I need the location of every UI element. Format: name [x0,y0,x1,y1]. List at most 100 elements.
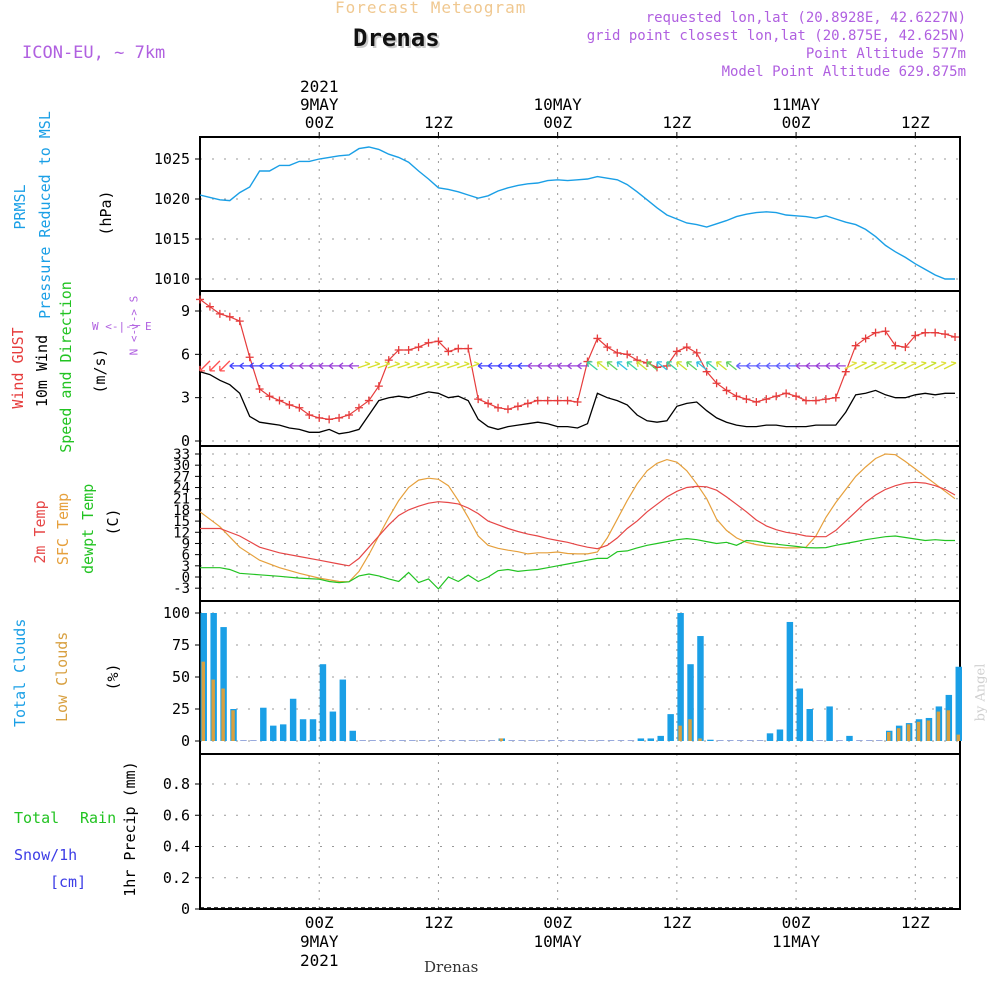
gust-marker [503,405,512,414]
ytick-label: 0 [181,432,190,450]
wind-dir-label: Speed and Direction [57,281,75,453]
wind-direction-arrow [229,362,240,370]
wind-direction-arrow [646,361,658,371]
total-cloud-bar [299,719,307,741]
bottom-time-label: 12Z [662,913,691,932]
wind-direction-arrow [348,362,359,370]
total-cloud-bar [349,730,356,741]
ytick-label: 0 [181,900,190,918]
gust-marker [533,396,542,405]
gust-marker [772,392,781,401]
footer-station: Drenas [424,958,479,976]
wind-direction-arrow [417,361,430,369]
top-time-label: 00Z [305,113,334,132]
dewpt-label: dewpt Temp [79,483,97,574]
wind-direction-arrow [785,362,797,370]
gust-marker [523,399,532,408]
wind-direction-arrow [815,362,826,370]
gust-marker [275,396,284,405]
precip-snow-label: Snow/1h [14,846,78,864]
wind-direction-arrow [537,362,548,370]
ytick-label: 1020 [154,190,190,208]
wind-direction-arrow [199,360,211,372]
ytick-label: 24 [173,481,190,497]
top-time-label: 12Z [662,113,691,132]
gust-marker [255,385,264,393]
total-cloud-bar [279,724,287,741]
ytick-label: 3 [182,559,190,575]
wind-direction-arrow [249,362,260,370]
total-cloud-bar [776,729,784,741]
bottom-time-label: 12Z [901,913,930,932]
wind-direction-arrow [686,361,698,371]
wind-direction-arrow [805,362,816,370]
ytick-label: 6 [181,345,190,363]
wind-direction-arrow [864,361,877,370]
prmsl-label: PRMSL [11,184,29,230]
total-cloud-bar [697,636,704,741]
wind-direction-arrow [904,361,917,370]
total-cloud-bar [796,688,804,741]
gust-marker [354,403,363,412]
total-cloud-bar [637,738,645,741]
gust-marker [285,400,294,409]
wind-direction-arrow [497,362,509,370]
total-cloud-bar [667,714,674,741]
gust-marker [573,398,582,406]
panel-frame-temperature [199,445,961,602]
wind-direction-arrow [457,361,470,369]
gust-marker [543,396,552,405]
ytick-label: 18 [173,503,190,519]
wind-direction-arrow [338,362,350,370]
wind-direction-arrow [298,362,310,370]
wind-direction-arrow [437,361,450,369]
ytick-label: 1010 [154,270,190,288]
wind-direction-arrow [913,361,927,370]
wind-direction-arrow [387,361,400,369]
wind-direction-arrow [616,361,628,371]
gust-marker [196,295,204,304]
precip-cm-label: [cm] [50,873,87,891]
bottom-time-label: 00Z [782,913,811,932]
wind-direction-arrow [676,361,688,371]
total-cloud-bar [677,613,684,741]
pressure-unit-label: (hPa) [97,190,115,236]
wind-direction-arrow [427,361,440,369]
ytick-label: -3 [173,581,190,597]
ytick-label: 50 [172,668,190,686]
wind-direction-arrow [736,362,747,370]
gust-marker [404,346,413,354]
top-time-label: 12Z [424,113,453,132]
wind-direction-arrow [596,361,608,371]
low-cloud-bar [678,725,682,741]
wind-direction-arrow [656,361,668,371]
wind-direction-arrow [775,362,787,370]
wind-direction-arrow [357,361,371,369]
ytick-label: 0.8 [163,775,190,793]
wind-direction-arrow [586,361,598,371]
gust-marker [851,341,860,350]
ytick-label: 25 [172,700,190,718]
ytick-label: 0.2 [163,869,190,887]
total-cloud-bar [289,698,297,741]
wind-direction-arrow [745,362,757,370]
gust-marker [732,392,741,401]
precip-rain-label: Rain [80,809,117,827]
model-label: ICON-EU, ~ 7km [22,43,166,63]
wind-direction-arrow [447,361,460,369]
wind-direction-arrow [854,361,867,370]
wind-direction-arrow [765,362,777,370]
ytick-label: 0.6 [163,806,190,824]
total-cloud-bar [687,664,694,741]
wind-direction-arrow [527,362,538,370]
low-clouds-label: Low Clouds [53,631,71,722]
wind-direction-arrow [219,360,231,372]
station-title: Drenas [353,24,440,52]
low-cloud-bar [201,661,205,741]
gust-marker [394,346,403,354]
gust-marker [623,350,632,359]
pressure-line [199,146,955,280]
bottom-time-label: 10MAY [534,932,583,951]
wind-direction-arrow [933,361,947,370]
gust-marker [563,396,572,405]
